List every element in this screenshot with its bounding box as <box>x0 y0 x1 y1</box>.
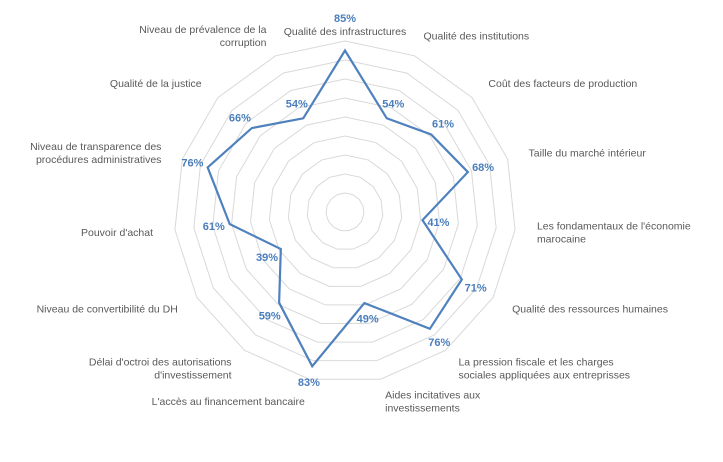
grid-ring <box>325 192 365 232</box>
category-label: Niveau de convertibilité du DH <box>37 304 178 316</box>
data-label: 76% <box>428 337 450 349</box>
category-label: Délai d'octroi des autorisations <box>89 357 232 369</box>
data-label: 39% <box>256 252 278 264</box>
category-label: Coût des facteurs de production <box>488 78 637 90</box>
category-label: Les fondamentaux de l'économie <box>537 221 691 233</box>
category-label: Aides incitatives aux <box>385 389 481 401</box>
grid-ring <box>174 40 516 380</box>
grid-ring <box>250 116 440 306</box>
grid-ring <box>231 97 459 325</box>
category-label: Qualité de la justice <box>110 78 202 90</box>
data-label: 68% <box>472 162 494 174</box>
category-label: sociales appliquées aux entreprisses <box>458 370 630 382</box>
category-label: L'accès au financement bancaire <box>152 396 305 408</box>
grid-ring <box>306 173 384 250</box>
data-label: 41% <box>427 217 449 229</box>
series-line <box>206 48 470 369</box>
category-label: Taille du marché intérieur <box>529 147 647 159</box>
data-label: 61% <box>432 119 454 131</box>
category-label: procédures administratives <box>36 154 161 166</box>
category-label: Pouvoir d'achat <box>81 227 153 239</box>
category-label: corruption <box>220 37 267 49</box>
grid-ring <box>193 59 497 362</box>
category-label: d'investissement <box>154 370 231 382</box>
category-label: Niveau de prévalence de la <box>139 24 266 36</box>
category-label: investissements <box>385 402 460 414</box>
data-label: 83% <box>298 377 320 389</box>
data-label: 76% <box>181 157 203 169</box>
data-label: 71% <box>465 282 487 294</box>
category-label: Niveau de transparence des <box>30 141 161 153</box>
data-label: 49% <box>357 314 379 326</box>
grid-ring <box>212 78 478 343</box>
data-label: 59% <box>259 311 281 323</box>
grid-ring <box>287 154 403 269</box>
category-label: Qualité des infrastructures <box>284 26 407 38</box>
data-label: 61% <box>203 221 225 233</box>
category-label: La pression fiscale et les charges <box>458 357 613 369</box>
category-label: Qualité des institutions <box>424 31 530 43</box>
data-label: 54% <box>382 99 404 111</box>
data-label: 54% <box>286 99 308 111</box>
grid-ring <box>268 135 422 287</box>
data-label: 85% <box>334 13 356 25</box>
category-label: Qualité des ressources humaines <box>512 304 668 316</box>
data-label: 66% <box>229 112 251 124</box>
category-label: marocaine <box>537 234 586 246</box>
